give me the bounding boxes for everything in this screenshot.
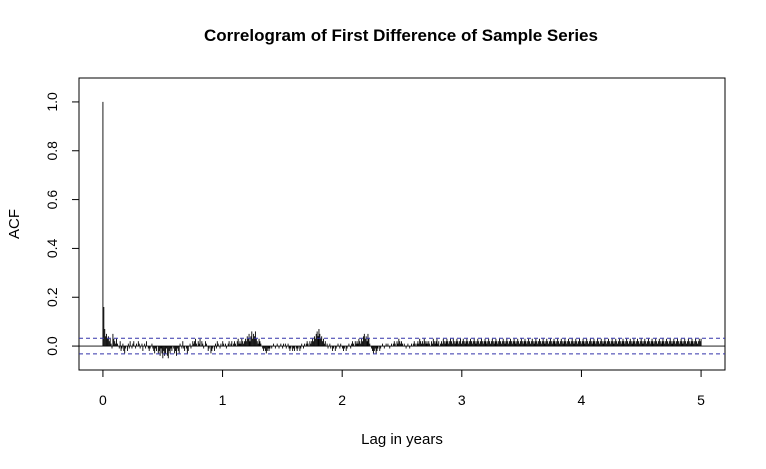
x-tick-label: 2 xyxy=(338,392,346,408)
x-axis: 0 1 2 3 4 5 xyxy=(99,370,705,408)
chart-title: Correlogram of First Difference of Sampl… xyxy=(204,26,598,45)
y-tick-label: 0.6 xyxy=(44,190,60,210)
x-tick-label: 5 xyxy=(697,392,705,408)
x-tick-label: 4 xyxy=(578,392,586,408)
y-axis-label: ACF xyxy=(6,209,23,239)
x-tick-label: 0 xyxy=(99,392,107,408)
plot-frame xyxy=(78,77,726,371)
y-tick-label: 0.8 xyxy=(44,141,60,161)
y-tick-label: 0.0 xyxy=(44,336,60,356)
y-tick-label: 0.2 xyxy=(44,287,60,307)
x-tick-label: 3 xyxy=(458,392,466,408)
y-tick-label: 0.4 xyxy=(44,238,60,258)
y-axis: 0.0 0.2 0.4 0.6 0.8 1.0 xyxy=(44,92,80,356)
x-axis-label: Lag in years xyxy=(361,431,443,448)
x-tick-label: 1 xyxy=(219,392,227,408)
y-tick-label: 1.0 xyxy=(44,92,60,112)
acf-bars xyxy=(102,101,702,359)
